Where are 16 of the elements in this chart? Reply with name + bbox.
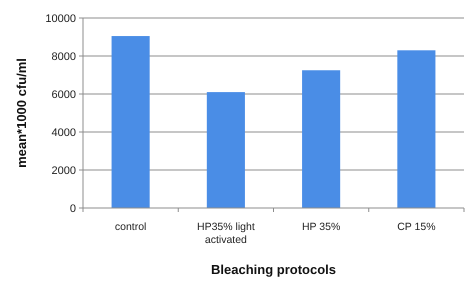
- x-tick-label: CP 15%: [397, 221, 436, 233]
- y-tick-label: 0: [70, 202, 76, 215]
- y-tick-label: 2000: [52, 164, 76, 177]
- y-tick-label: 6000: [52, 88, 76, 101]
- y-tick-label: 4000: [52, 126, 76, 139]
- y-axis-title: mean*1000 cfu/ml: [14, 58, 29, 168]
- x-tick-label: HP 35%: [302, 221, 340, 233]
- x-tick-label: control: [114, 221, 146, 233]
- y-tick-label: 8000: [52, 50, 76, 63]
- bar: [302, 70, 340, 208]
- x-axis-title: Bleaching protocols: [211, 262, 336, 277]
- y-tick-label: 10000: [45, 12, 76, 25]
- x-tick-label: HP35% light activated: [196, 221, 255, 246]
- bar: [112, 36, 150, 208]
- bar: [206, 92, 245, 208]
- bar: [397, 50, 436, 208]
